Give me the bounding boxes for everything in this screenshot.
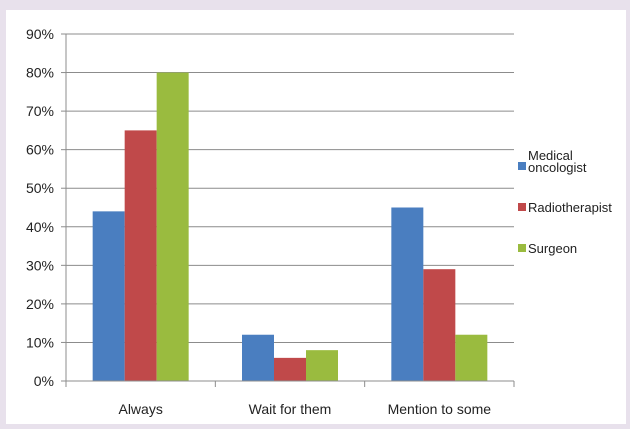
- legend-swatch: [518, 244, 526, 252]
- bar: [306, 350, 338, 381]
- y-tick-label: 10%: [26, 334, 54, 350]
- y-tick-label: 80%: [26, 65, 54, 81]
- legend-swatch: [518, 162, 526, 170]
- y-tick-label: 50%: [26, 180, 54, 196]
- legend-item: Radiotherapist: [518, 200, 612, 215]
- y-tick-label: 20%: [26, 296, 54, 312]
- x-tick-label: Always: [118, 401, 162, 417]
- bar: [455, 334, 488, 381]
- bar: [391, 207, 424, 381]
- bar: [156, 72, 189, 382]
- bar: [274, 357, 306, 381]
- y-tick-label: 0%: [34, 373, 54, 389]
- axes: [65, 34, 515, 387]
- bar: [423, 269, 456, 381]
- legend-label: Radiotherapist: [528, 200, 612, 215]
- bar: [242, 334, 274, 381]
- y-tick-label: 90%: [26, 26, 54, 42]
- y-tick-label: 30%: [26, 257, 54, 273]
- x-tick-label: Wait for them: [249, 401, 332, 417]
- x-axis-labels: Always Wait for them Mention to some: [118, 401, 491, 417]
- y-axis-ticks: 0% 10% 20% 30% 40% 50% 60% 70% 80% 90%: [26, 26, 66, 389]
- y-tick-label: 70%: [26, 103, 54, 119]
- bar: [92, 211, 125, 381]
- legend-label: Surgeon: [528, 241, 577, 256]
- bars: [92, 72, 488, 382]
- bar: [124, 130, 157, 381]
- legend-swatch: [518, 203, 526, 211]
- y-tick-label: 60%: [26, 142, 54, 158]
- legend-item: Surgeon: [518, 241, 577, 256]
- y-tick-label: 40%: [26, 219, 54, 235]
- legend-label: oncologist: [528, 160, 587, 175]
- x-tick-label: Mention to some: [388, 401, 492, 417]
- legend-label: Medical: [528, 148, 573, 163]
